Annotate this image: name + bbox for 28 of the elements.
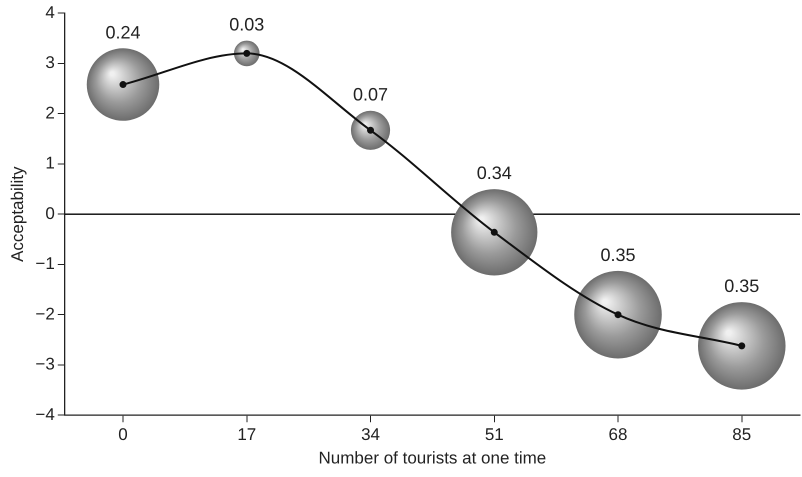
data-label: 0.03 xyxy=(229,14,264,35)
data-label: 0.35 xyxy=(724,276,760,296)
data-label: 0.34 xyxy=(476,163,512,184)
x-tick-label: 51 xyxy=(484,425,504,444)
x-tick-label: 17 xyxy=(237,425,256,444)
data-label: 0.07 xyxy=(352,84,388,105)
x-tick-label: 0 xyxy=(118,425,128,444)
y-tick-label: 0 xyxy=(45,204,55,223)
y-tick-label: 1 xyxy=(45,154,55,173)
point xyxy=(120,81,127,88)
y-tick-label: −3 xyxy=(35,354,55,374)
y-tick-label: −1 xyxy=(35,254,55,274)
point xyxy=(738,342,746,350)
point xyxy=(490,228,498,236)
y-tick-label: −2 xyxy=(35,304,55,324)
y-tick-label: 2 xyxy=(45,103,55,122)
y-axis-title: Acceptability xyxy=(8,166,27,262)
y-tick-label: 4 xyxy=(45,2,55,22)
data-label: 0.35 xyxy=(600,244,636,265)
point xyxy=(614,311,622,318)
point xyxy=(367,126,374,134)
x-axis-title: Number of tourists at one time xyxy=(318,448,546,468)
x-tick-label: 68 xyxy=(608,425,628,444)
y-tick-label: 3 xyxy=(45,53,55,72)
x-tick-label: 34 xyxy=(361,425,380,444)
y-tick-label: −4 xyxy=(35,404,55,424)
x-tick-label: 85 xyxy=(732,425,752,444)
data-label: 0.24 xyxy=(105,22,141,42)
